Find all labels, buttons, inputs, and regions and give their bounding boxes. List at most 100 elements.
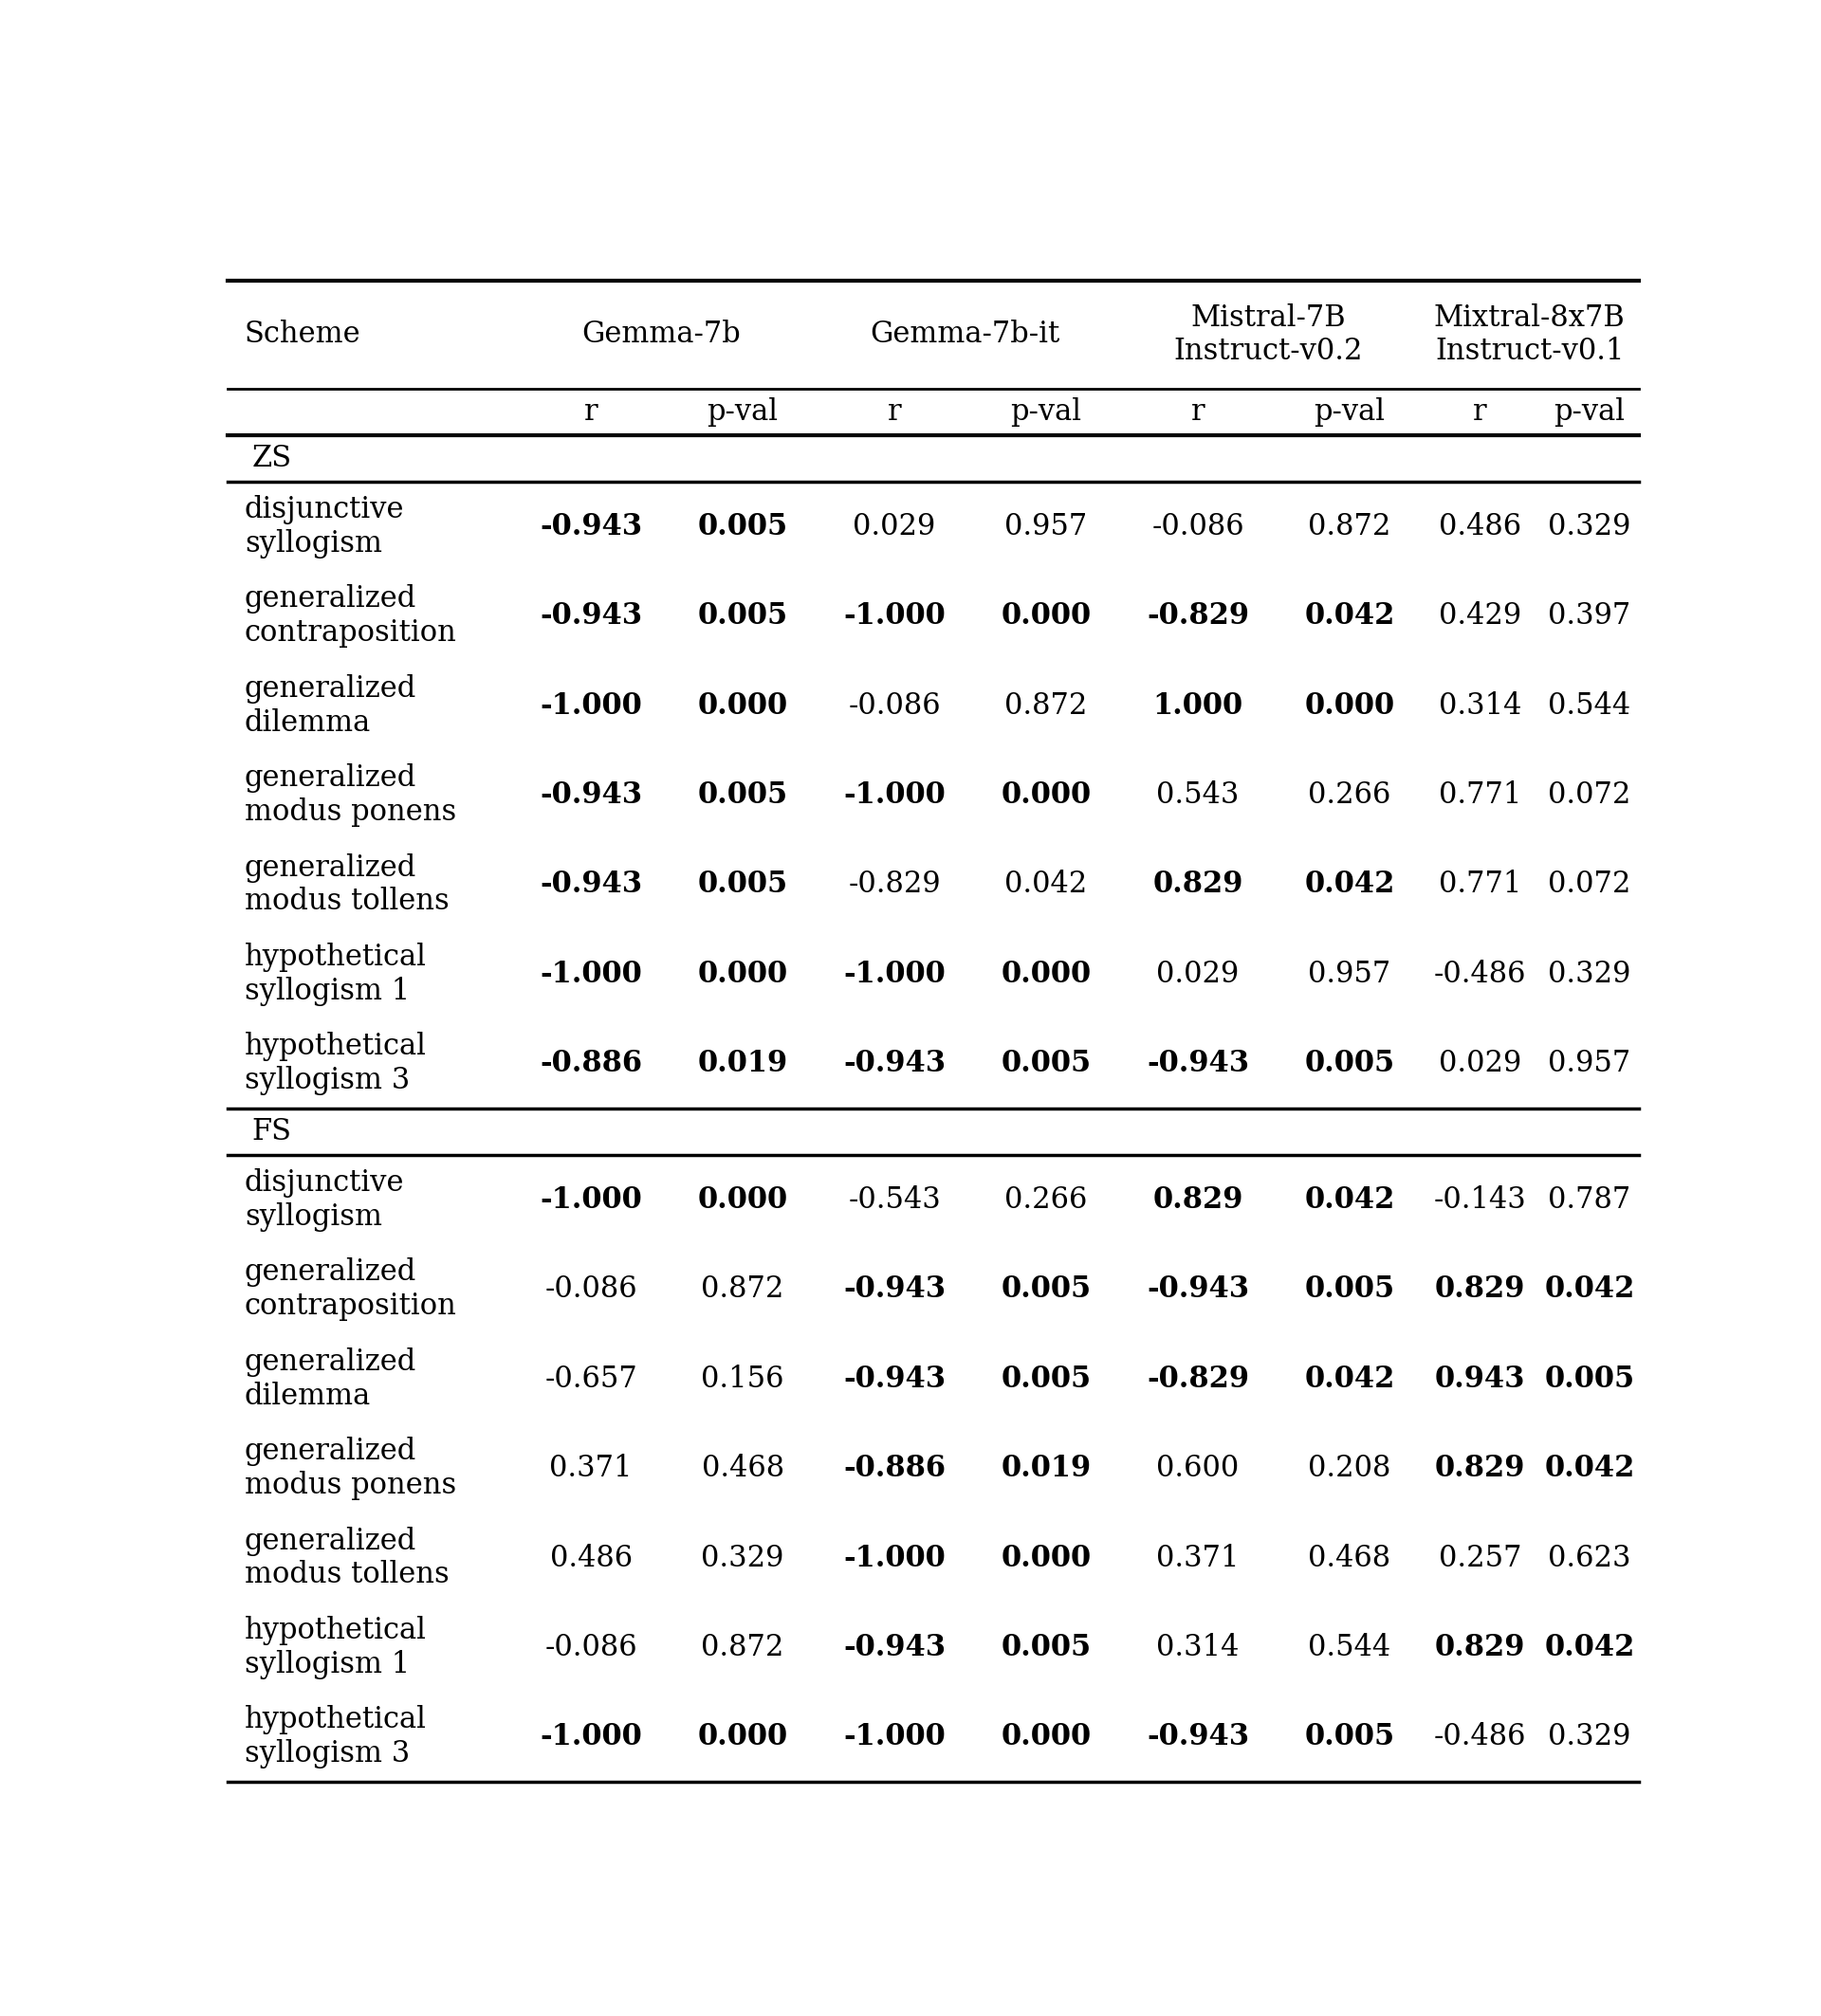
- Text: p-val: p-val: [707, 397, 778, 427]
- Text: 0.042: 0.042: [1304, 871, 1395, 899]
- Text: -0.086: -0.086: [544, 1633, 637, 1663]
- Text: 0.156: 0.156: [701, 1365, 785, 1393]
- Text: 0.000: 0.000: [697, 691, 788, 720]
- Text: 0.029: 0.029: [1156, 960, 1240, 990]
- Text: 0.829: 0.829: [1435, 1274, 1526, 1304]
- Text: r: r: [585, 397, 597, 427]
- Text: hypothetical
syllogism 3: hypothetical syllogism 3: [244, 1032, 426, 1095]
- Text: -0.943: -0.943: [539, 601, 643, 631]
- Text: 0.042: 0.042: [1005, 871, 1087, 899]
- Text: generalized
modus tollens: generalized modus tollens: [244, 1526, 450, 1591]
- Text: -0.886: -0.886: [843, 1454, 945, 1484]
- Text: 0.787: 0.787: [1548, 1185, 1632, 1214]
- Text: 0.257: 0.257: [1439, 1544, 1522, 1572]
- Text: 0.072: 0.072: [1548, 871, 1632, 899]
- Text: hypothetical
syllogism 1: hypothetical syllogism 1: [244, 943, 426, 1006]
- Text: Mistral-7B
Instruct-v0.2: Mistral-7B Instruct-v0.2: [1175, 302, 1364, 367]
- Text: 0.429: 0.429: [1439, 601, 1522, 631]
- Text: 0.072: 0.072: [1548, 780, 1632, 810]
- Text: -1.000: -1.000: [843, 601, 945, 631]
- Text: -1.000: -1.000: [541, 960, 643, 990]
- Text: hypothetical
syllogism 3: hypothetical syllogism 3: [244, 1706, 426, 1768]
- Text: 0.266: 0.266: [1005, 1185, 1087, 1214]
- Text: Mixtral-8x7B
Instruct-v0.1: Mixtral-8x7B Instruct-v0.1: [1433, 302, 1624, 367]
- Text: 0.829: 0.829: [1435, 1454, 1526, 1484]
- Text: -0.943: -0.943: [539, 780, 643, 810]
- Text: 0.872: 0.872: [1307, 512, 1391, 542]
- Text: 0.829: 0.829: [1153, 871, 1244, 899]
- Text: 0.005: 0.005: [1002, 1274, 1091, 1304]
- Text: 0.005: 0.005: [1002, 1048, 1091, 1079]
- Text: 0.329: 0.329: [701, 1544, 785, 1572]
- Text: r: r: [887, 397, 901, 427]
- Text: 0.544: 0.544: [1307, 1633, 1391, 1663]
- Text: 0.829: 0.829: [1435, 1633, 1526, 1663]
- Text: 0.005: 0.005: [1002, 1633, 1091, 1663]
- Text: 0.872: 0.872: [701, 1633, 785, 1663]
- Text: disjunctive
syllogism: disjunctive syllogism: [244, 496, 404, 558]
- Text: -0.943: -0.943: [1147, 1048, 1249, 1079]
- Text: -0.086: -0.086: [1151, 512, 1244, 542]
- Text: 0.042: 0.042: [1544, 1633, 1635, 1663]
- Text: 0.019: 0.019: [1002, 1454, 1091, 1484]
- Text: disjunctive
syllogism: disjunctive syllogism: [244, 1167, 404, 1232]
- Text: -1.000: -1.000: [843, 960, 945, 990]
- Text: -0.086: -0.086: [544, 1274, 637, 1304]
- Text: -0.943: -0.943: [843, 1365, 945, 1393]
- Text: 0.329: 0.329: [1548, 960, 1632, 990]
- Text: -0.543: -0.543: [849, 1185, 941, 1214]
- Text: 0.397: 0.397: [1548, 601, 1632, 631]
- Text: -1.000: -1.000: [541, 1185, 643, 1214]
- Text: 0.543: 0.543: [1156, 780, 1240, 810]
- Text: -1.000: -1.000: [541, 691, 643, 720]
- Text: 0.000: 0.000: [697, 1185, 788, 1214]
- Text: 0.266: 0.266: [1307, 780, 1391, 810]
- Text: 0.623: 0.623: [1548, 1544, 1632, 1572]
- Text: -0.143: -0.143: [1433, 1185, 1526, 1214]
- Text: -0.486: -0.486: [1433, 1722, 1526, 1752]
- Text: 0.544: 0.544: [1548, 691, 1632, 720]
- Text: -1.000: -1.000: [541, 1722, 643, 1752]
- Text: 0.314: 0.314: [1156, 1633, 1240, 1663]
- Text: hypothetical
syllogism 1: hypothetical syllogism 1: [244, 1617, 426, 1679]
- Text: -0.657: -0.657: [544, 1365, 637, 1393]
- Text: r: r: [1473, 397, 1488, 427]
- Text: 0.371: 0.371: [1156, 1544, 1240, 1572]
- Text: 0.029: 0.029: [852, 512, 936, 542]
- Text: -1.000: -1.000: [843, 1544, 945, 1572]
- Text: 0.000: 0.000: [697, 1722, 788, 1752]
- Text: 1.000: 1.000: [1153, 691, 1244, 720]
- Text: generalized
modus tollens: generalized modus tollens: [244, 853, 450, 917]
- Text: Gemma-7b: Gemma-7b: [583, 321, 741, 349]
- Text: 0.000: 0.000: [1304, 691, 1395, 720]
- Text: generalized
modus ponens: generalized modus ponens: [244, 1437, 457, 1500]
- Text: generalized
contraposition: generalized contraposition: [244, 1258, 457, 1320]
- Text: 0.872: 0.872: [1005, 691, 1087, 720]
- Text: p-val: p-val: [1315, 397, 1386, 427]
- Text: 0.005: 0.005: [697, 780, 788, 810]
- Text: generalized
dilemma: generalized dilemma: [244, 673, 417, 738]
- Text: 0.042: 0.042: [1304, 601, 1395, 631]
- Text: 0.042: 0.042: [1544, 1454, 1635, 1484]
- Text: 0.005: 0.005: [1304, 1722, 1395, 1752]
- Text: 0.486: 0.486: [550, 1544, 632, 1572]
- Text: r: r: [1191, 397, 1206, 427]
- Text: -0.943: -0.943: [1147, 1722, 1249, 1752]
- Text: -1.000: -1.000: [843, 1722, 945, 1752]
- Text: Scheme: Scheme: [244, 321, 361, 349]
- Text: 0.019: 0.019: [697, 1048, 788, 1079]
- Text: -0.943: -0.943: [843, 1048, 945, 1079]
- Text: 0.042: 0.042: [1304, 1365, 1395, 1393]
- Text: 0.957: 0.957: [1548, 1048, 1632, 1079]
- Text: 0.371: 0.371: [550, 1454, 632, 1484]
- Text: -0.829: -0.829: [1147, 1365, 1249, 1393]
- Text: Gemma-7b-it: Gemma-7b-it: [870, 321, 1060, 349]
- Text: 0.000: 0.000: [1002, 601, 1091, 631]
- Text: 0.005: 0.005: [1304, 1048, 1395, 1079]
- Text: 0.208: 0.208: [1307, 1454, 1391, 1484]
- Text: generalized
dilemma: generalized dilemma: [244, 1347, 417, 1411]
- Text: -0.829: -0.829: [849, 871, 941, 899]
- Text: -0.829: -0.829: [1147, 601, 1249, 631]
- Text: generalized
contraposition: generalized contraposition: [244, 585, 457, 647]
- Text: 0.042: 0.042: [1544, 1274, 1635, 1304]
